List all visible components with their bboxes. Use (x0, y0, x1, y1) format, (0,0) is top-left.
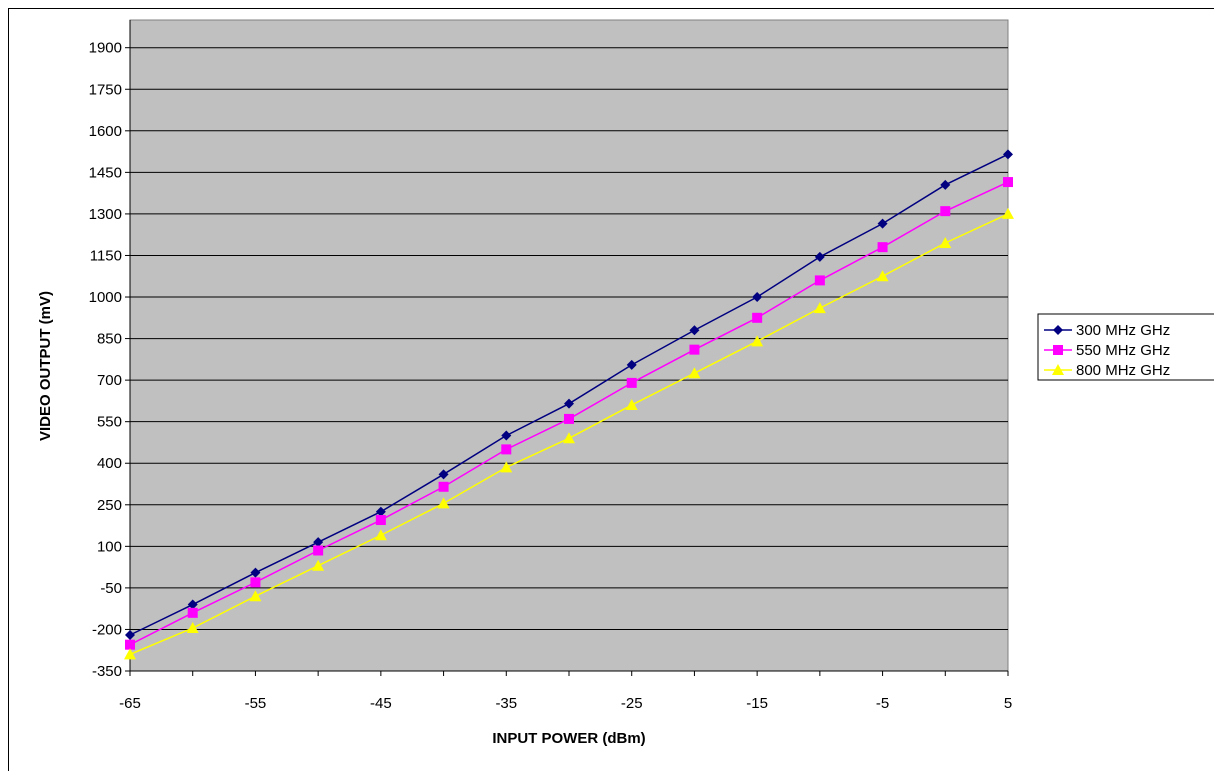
data-point (626, 377, 637, 388)
y-tick-label: 250 (97, 497, 122, 514)
data-point (374, 529, 387, 541)
y-tick-label: 1300 (89, 206, 122, 223)
data-point (313, 545, 324, 556)
x-tick-label: -15 (746, 695, 768, 712)
legend-item: 550 MHz GHz (1044, 342, 1170, 359)
data-point (877, 242, 888, 253)
legend-item: 800 MHz GHz (1044, 362, 1170, 379)
data-point (438, 481, 449, 492)
data-point (940, 206, 951, 217)
y-tick-label: -50 (100, 580, 122, 597)
data-point (1003, 149, 1013, 160)
x-tick-label: -5 (876, 695, 889, 712)
data-point (186, 622, 199, 634)
data-point (500, 461, 513, 473)
series-group (124, 149, 1014, 660)
data-point (877, 218, 888, 229)
legend-label: 550 MHz GHz (1076, 342, 1170, 359)
legend-box (1037, 313, 1214, 381)
legend-marker (1053, 325, 1063, 335)
y-tick-label: 1450 (89, 164, 122, 181)
y-tick-label: 1900 (89, 40, 122, 57)
legend-item: 300 MHz GHz (1044, 322, 1170, 339)
series-2 (125, 177, 1013, 650)
x-tick-label: -55 (245, 695, 267, 712)
data-point (689, 344, 700, 355)
x-tick-label: -35 (495, 695, 517, 712)
y-axis-ticks: -350 -200 -50 100 250 400 550 700 850 1000 1150 130… (89, 40, 130, 680)
data-point (187, 607, 198, 618)
data-point (940, 179, 951, 190)
data-point (250, 567, 261, 578)
data-point (752, 292, 763, 303)
y-tick-label: 700 (97, 372, 122, 389)
y-axis-label: VIDEO OUTPUT (mV) (37, 291, 54, 441)
legend-label: 800 MHz GHz (1076, 362, 1170, 379)
x-axis-ticks: -65 -55 -45 -35 -25 -15 -5 5 (119, 671, 1012, 712)
data-point (752, 312, 763, 323)
data-point (564, 398, 574, 409)
data-point (814, 275, 825, 286)
data-point (124, 648, 136, 660)
data-point (501, 444, 512, 455)
data-point (626, 359, 637, 370)
y-tick-label: 1000 (89, 289, 122, 306)
data-point (312, 559, 325, 571)
data-point (437, 497, 450, 509)
data-point (563, 432, 575, 444)
x-axis-label: INPUT POWER (dBm) (492, 730, 645, 747)
data-point (250, 577, 261, 588)
data-point (751, 335, 764, 347)
y-tick-label: 1750 (89, 81, 122, 98)
plot-area (129, 19, 1009, 672)
gridlines (130, 47, 1008, 672)
y-tick-label: -350 (92, 663, 122, 680)
chart-frame (8, 8, 1214, 771)
data-point (375, 506, 386, 517)
data-point (688, 367, 701, 379)
data-point (689, 325, 700, 336)
y-tick-label: 1150 (90, 247, 122, 264)
data-point (813, 302, 826, 314)
data-point (876, 270, 889, 282)
x-tick-label: -45 (370, 695, 392, 712)
legend-marker (1053, 345, 1063, 355)
data-point (501, 430, 512, 441)
y-tick-label: 1600 (89, 123, 122, 140)
series-1 (125, 149, 1013, 640)
data-point (125, 629, 135, 640)
data-point (125, 639, 135, 650)
data-point (249, 590, 262, 602)
y-tick-label: 400 (97, 455, 122, 472)
data-point (313, 537, 324, 548)
data-point (939, 237, 952, 249)
series-3 (124, 207, 1014, 660)
data-point (814, 251, 825, 262)
data-point (625, 399, 638, 411)
x-tick-label: 5 (1004, 695, 1012, 712)
data-point (1002, 207, 1014, 219)
x-tick-label: -25 (621, 695, 643, 712)
x-tick-label: -65 (119, 695, 141, 712)
y-tick-label: 550 (97, 414, 122, 431)
legend-label: 300 MHz GHz (1076, 322, 1170, 339)
y-tick-label: 850 (97, 331, 122, 348)
data-point (187, 599, 198, 610)
y-tick-label: 100 (97, 538, 122, 555)
legend-marker (1052, 364, 1064, 375)
legend: 300 MHz GHz 550 MHz GHz 800 MHz GHz (1037, 313, 1214, 381)
data-point (375, 515, 386, 526)
y-tick-label: -200 (92, 621, 122, 638)
data-point (438, 469, 449, 480)
data-point (1003, 177, 1013, 188)
data-point (564, 413, 574, 424)
